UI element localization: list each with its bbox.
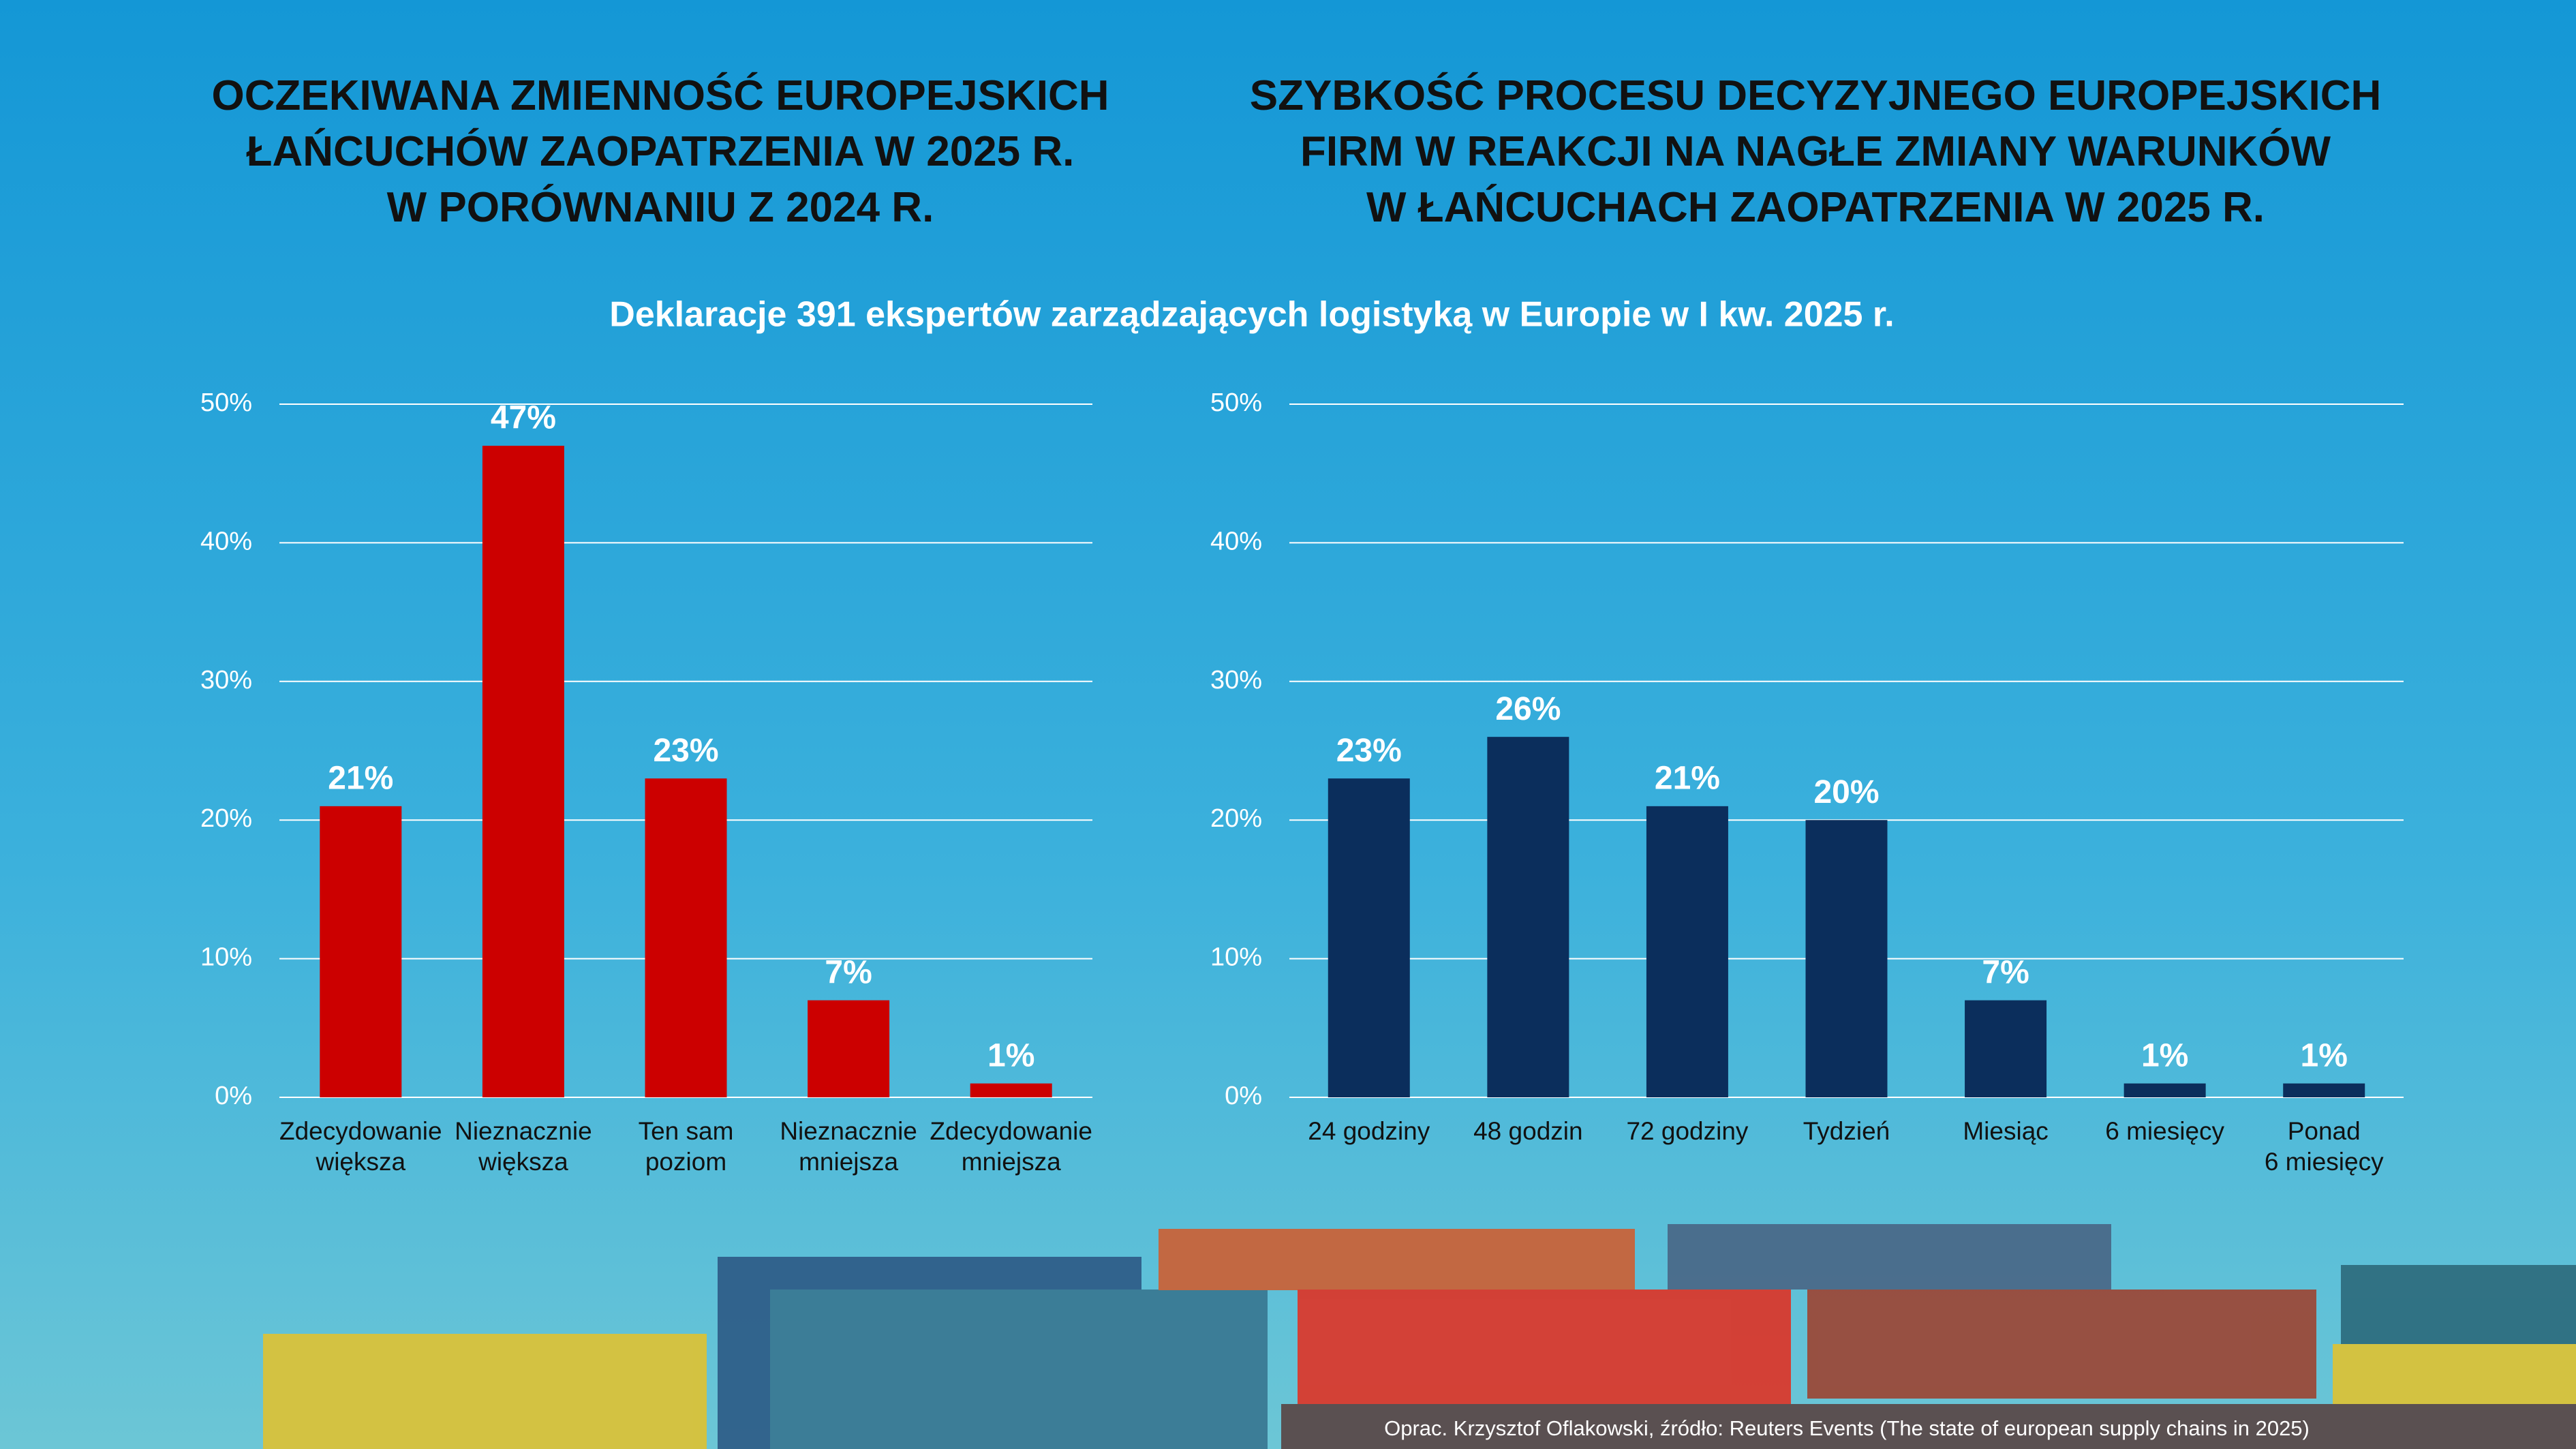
bar (2283, 1083, 2365, 1097)
value-label: 21% (1655, 761, 1720, 797)
y-tick-label: 0% (1225, 1082, 1262, 1110)
value-label: 23% (653, 733, 718, 769)
value-label: 7% (1982, 954, 2029, 990)
y-tick-label: 50% (1210, 388, 1262, 417)
bar (1646, 806, 1728, 1097)
x-tick-label: 72 godziny (1626, 1117, 1748, 1145)
bar (1965, 1000, 2047, 1097)
y-tick-label: 10% (200, 943, 252, 972)
value-label: 20% (1813, 774, 1879, 810)
x-tick-label: Nieznacznie większa (455, 1117, 592, 1176)
bar (2123, 1083, 2206, 1097)
x-tick-label: 48 godzin (1473, 1117, 1582, 1145)
y-tick-label: 30% (200, 666, 252, 695)
bar (808, 1000, 890, 1097)
y-tick-label: 30% (1210, 666, 1262, 695)
x-tick-label: Zdecydowanie mniejsza (930, 1117, 1092, 1176)
value-label: 26% (1495, 691, 1561, 727)
value-label: 7% (825, 954, 872, 990)
value-label: 47% (491, 400, 556, 436)
x-tick-label: Tydzień (1803, 1117, 1890, 1145)
bar (320, 806, 402, 1097)
y-tick-label: 40% (200, 527, 252, 555)
source-note: Oprac. Krzysztof Oflakowski, źródło: Reu… (1384, 1416, 2310, 1440)
y-tick-label: 20% (1210, 804, 1262, 833)
value-label: 1% (987, 1037, 1034, 1073)
chart-title: OCZEKIWANA ZMIENNOŚĆ EUROPEJSKICH ŁAŃCUCH… (211, 72, 1109, 231)
x-tick-label: Ponad 6 miesięcy (2265, 1117, 2384, 1176)
y-tick-label: 10% (1210, 943, 1262, 972)
y-tick-label: 20% (200, 804, 252, 833)
y-tick-label: 0% (215, 1082, 252, 1110)
bar (1487, 737, 1569, 1097)
bar (1805, 820, 1888, 1097)
subtitle: Deklaracje 391 ekspertów zarządzających … (609, 295, 1894, 335)
x-tick-label: Nieznacznie mniejsza (780, 1117, 917, 1176)
y-tick-label: 40% (1210, 527, 1262, 555)
x-tick-label: Ten sam poziom (639, 1117, 734, 1176)
value-label: 1% (2141, 1037, 2188, 1073)
bar (645, 778, 727, 1097)
value-label: 1% (2301, 1037, 2348, 1073)
x-tick-label: Miesiąc (1963, 1117, 2048, 1145)
x-tick-label: 24 godziny (1308, 1117, 1430, 1145)
chart-title: SZYBKOŚĆ PROCESU DECYZYJNEGO EUROPEJSKIC… (1250, 72, 2382, 231)
containers (263, 1224, 2576, 1449)
x-tick-label: 6 miesięcy (2105, 1117, 2224, 1145)
bar (482, 446, 564, 1097)
bar (970, 1083, 1052, 1097)
bar (1328, 778, 1410, 1097)
y-tick-label: 50% (200, 388, 252, 417)
x-tick-label: Zdecydowanie większa (279, 1117, 442, 1176)
value-label: 23% (1336, 733, 1402, 769)
value-label: 21% (328, 761, 393, 797)
